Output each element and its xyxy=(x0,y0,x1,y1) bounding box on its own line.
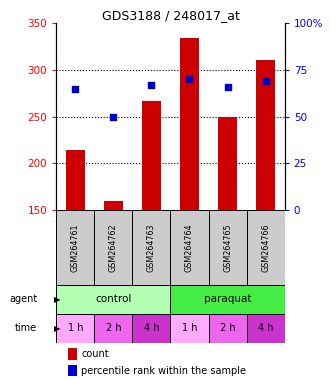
Bar xyxy=(56,285,170,314)
Text: time: time xyxy=(15,323,37,333)
Point xyxy=(149,82,154,88)
Bar xyxy=(94,210,132,285)
Text: percentile rank within the sample: percentile rank within the sample xyxy=(81,366,246,376)
Text: GSM264763: GSM264763 xyxy=(147,223,156,272)
Title: GDS3188 / 248017_at: GDS3188 / 248017_at xyxy=(102,9,239,22)
Text: 2 h: 2 h xyxy=(220,323,235,333)
Text: ▶: ▶ xyxy=(54,295,61,304)
Point xyxy=(263,78,268,84)
Text: 1 h: 1 h xyxy=(182,323,197,333)
Point xyxy=(187,76,192,82)
Point xyxy=(72,86,78,92)
Text: control: control xyxy=(95,295,131,305)
Text: GSM264765: GSM264765 xyxy=(223,223,232,272)
Bar xyxy=(170,314,209,343)
Bar xyxy=(104,201,123,210)
Bar xyxy=(56,314,94,343)
Text: paraquat: paraquat xyxy=(204,295,251,305)
Bar xyxy=(218,117,237,210)
Bar xyxy=(170,210,209,285)
Bar xyxy=(132,210,170,285)
Point xyxy=(111,114,116,120)
Text: GSM264761: GSM264761 xyxy=(71,223,80,272)
Bar xyxy=(256,60,275,210)
Bar xyxy=(180,38,199,210)
Text: count: count xyxy=(81,349,109,359)
Bar xyxy=(209,210,247,285)
Text: agent: agent xyxy=(9,295,37,305)
Text: 4 h: 4 h xyxy=(144,323,159,333)
Text: 2 h: 2 h xyxy=(106,323,121,333)
Bar xyxy=(66,150,85,210)
Text: GSM264762: GSM264762 xyxy=(109,223,118,272)
Point xyxy=(225,84,230,90)
Bar xyxy=(68,365,77,376)
Text: 4 h: 4 h xyxy=(258,323,273,333)
Bar xyxy=(68,348,77,359)
Text: ▶: ▶ xyxy=(54,324,61,333)
Bar xyxy=(247,314,285,343)
Bar xyxy=(247,210,285,285)
Text: GSM264764: GSM264764 xyxy=(185,223,194,272)
Text: GSM264766: GSM264766 xyxy=(261,223,270,272)
Bar xyxy=(132,314,170,343)
Bar xyxy=(142,101,161,210)
Bar xyxy=(209,314,247,343)
Bar xyxy=(170,285,285,314)
Text: 1 h: 1 h xyxy=(68,323,83,333)
Bar xyxy=(94,314,132,343)
Bar xyxy=(56,210,94,285)
